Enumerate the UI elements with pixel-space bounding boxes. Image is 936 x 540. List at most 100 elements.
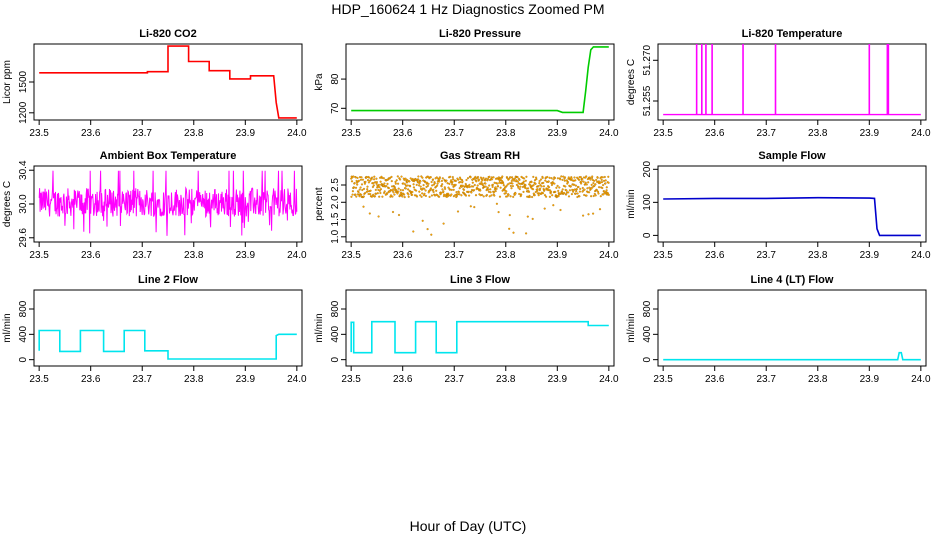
data-point [372, 182, 375, 185]
data-point [375, 177, 378, 180]
data-point [559, 178, 562, 181]
data-point [461, 180, 464, 183]
data-point [598, 208, 602, 211]
data-point [513, 179, 516, 182]
data-point [578, 190, 581, 193]
plot-frame [345, 289, 615, 367]
data-point [542, 181, 545, 184]
data-point [456, 193, 459, 196]
data-point [415, 189, 418, 192]
data-point [509, 176, 512, 179]
data-point [475, 186, 478, 189]
data-point [411, 190, 414, 194]
data-point [378, 189, 381, 192]
x-tick-label: 24.0 [599, 374, 619, 385]
data-point [378, 186, 381, 189]
data-point [375, 192, 378, 195]
x-tick-label: 23.9 [236, 128, 256, 139]
panel-line3: Line 3 Flow 23.5 23.6 23.7 23.8 23.9 24.0 0 400 8… [314, 274, 619, 385]
x-tick-label: 23.6 [705, 128, 725, 139]
data-point [358, 188, 361, 191]
data-point [536, 189, 539, 192]
data-point [421, 219, 424, 222]
data-point [543, 188, 546, 192]
data-point [420, 195, 423, 198]
data-point [511, 176, 514, 179]
data-point [490, 176, 493, 179]
data-point [547, 180, 550, 183]
x-tick-label: 23.6 [705, 250, 725, 261]
data-point [591, 175, 594, 178]
data-point [507, 177, 510, 180]
data-point [382, 177, 385, 180]
plot-area [38, 329, 297, 360]
data-point [375, 182, 378, 185]
data-point [481, 179, 484, 182]
data-point [438, 176, 441, 179]
data-point [369, 179, 372, 182]
data-point [464, 194, 468, 197]
x-tick-label: 23.8 [184, 128, 204, 139]
x-tick-label: 24.0 [911, 128, 931, 139]
data-point [563, 179, 566, 182]
data-point [555, 186, 558, 189]
data-point [430, 180, 433, 184]
data-point [354, 186, 358, 189]
data-point [532, 184, 535, 187]
data-point [366, 185, 369, 188]
data-point [381, 176, 384, 180]
data-point [524, 184, 527, 187]
data-point [570, 177, 573, 180]
y-tick-label: 100 [642, 194, 653, 211]
data-point [596, 190, 600, 193]
data-point [429, 176, 432, 179]
data-point [435, 189, 438, 192]
y-axis-label: ml/min [314, 313, 325, 342]
data-point [366, 190, 369, 193]
y-tick-label: 29.6 [18, 228, 29, 248]
data-point [585, 175, 588, 178]
y-tick-label: 400 [18, 326, 29, 343]
data-point [533, 179, 537, 182]
y-axis-label: ml/min [2, 313, 13, 342]
data-point [509, 195, 512, 198]
data-point [592, 182, 595, 185]
data-point [415, 183, 418, 186]
data-point [544, 179, 547, 182]
data-point [459, 180, 462, 184]
plot-area [38, 170, 298, 236]
plot-frame [657, 165, 927, 243]
data-point [526, 215, 529, 218]
data-point [554, 190, 557, 193]
data-point [468, 185, 471, 189]
data-point [563, 191, 566, 195]
data-point [379, 176, 382, 179]
data-point [473, 183, 476, 187]
data-point [473, 206, 476, 209]
data-point [560, 175, 563, 178]
data-point [412, 186, 415, 189]
data-point [392, 188, 395, 191]
data-point [450, 179, 453, 182]
plot-area [350, 175, 610, 236]
data-point [353, 182, 356, 185]
data-point [431, 184, 434, 187]
data-point [421, 176, 424, 179]
data-point [436, 184, 439, 187]
data-point [502, 182, 505, 185]
data-point [548, 176, 551, 179]
data-point [541, 176, 544, 179]
data-point [486, 186, 489, 189]
data-point [574, 179, 577, 182]
y-tick-label: 51.270 [642, 45, 653, 76]
data-point [525, 175, 528, 178]
data-point [367, 192, 370, 196]
data-point [504, 192, 507, 195]
data-point [531, 195, 534, 199]
data-point [368, 176, 371, 179]
plot-area [663, 196, 921, 237]
data-point [515, 179, 518, 182]
x-tick-label: 23.9 [860, 374, 880, 385]
data-point [399, 178, 402, 181]
data-point [493, 194, 496, 197]
